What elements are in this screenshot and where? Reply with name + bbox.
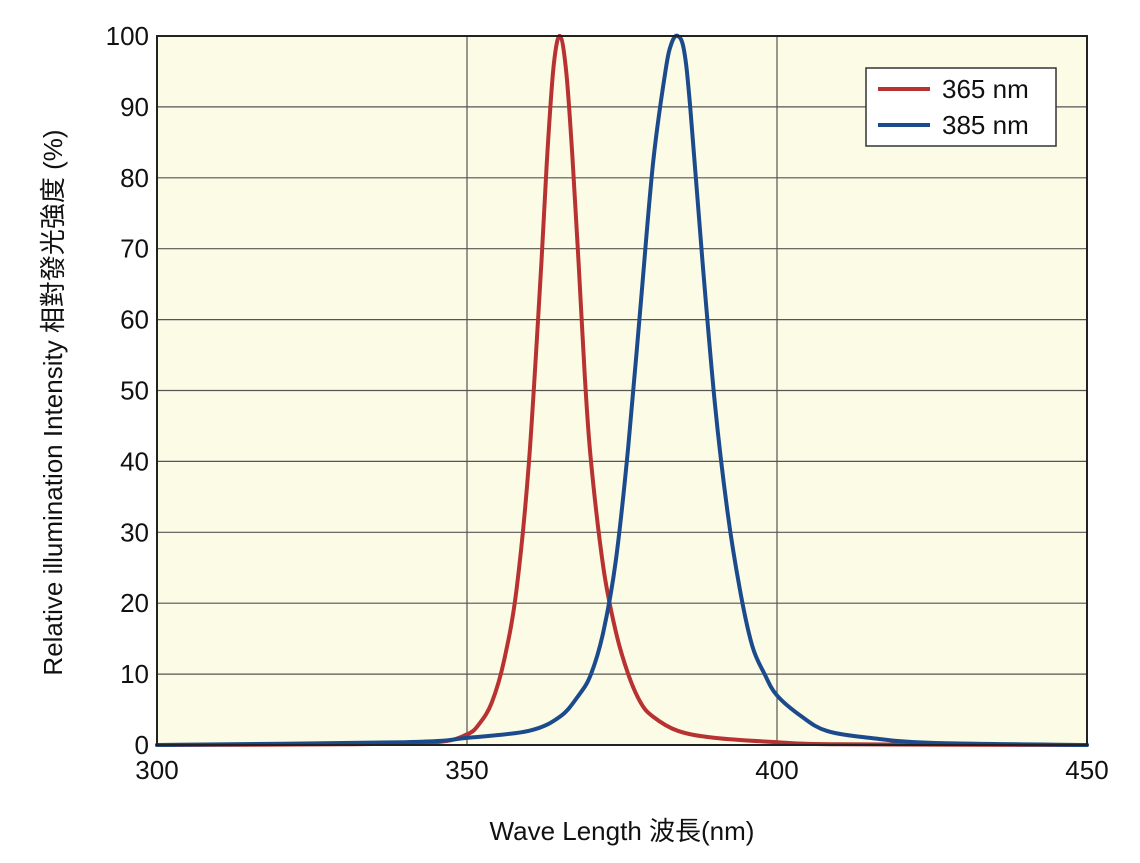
y-tick-label: 0	[135, 730, 149, 760]
y-tick-label: 90	[120, 92, 149, 122]
y-tick-label: 70	[120, 234, 149, 264]
legend-box	[865, 67, 1057, 147]
y-tick-label: 40	[120, 446, 149, 476]
y-tick-label: 100	[106, 21, 149, 51]
x-tick-label: 400	[755, 755, 798, 785]
x-tick-labels: 300 350 400 450	[135, 755, 1108, 785]
y-tick-label: 60	[120, 305, 149, 335]
x-tick-label: 300	[135, 755, 178, 785]
y-tick-label: 30	[120, 517, 149, 547]
x-tick-label: 450	[1065, 755, 1108, 785]
x-tick-label: 350	[445, 755, 488, 785]
y-tick-label: 80	[120, 163, 149, 193]
series-line-365-nm	[155, 33, 1089, 747]
plot-frame	[156, 35, 1088, 746]
y-axis-label: Relative illumination Intensity 相對發光強度 (…	[38, 129, 68, 675]
legend-entry: 365 nm	[942, 74, 1029, 104]
legend: 365 nm 385 nm	[865, 67, 1057, 147]
y-tick-label: 10	[120, 659, 149, 689]
legend-entry: 385 nm	[942, 110, 1029, 140]
x-axis-label: Wave Length 波長(nm)	[490, 816, 755, 846]
y-tick-label: 50	[120, 376, 149, 406]
y-tick-labels: 0 10 20 30 40 50 60 70 80 90 100	[106, 21, 149, 760]
y-tick-label: 20	[120, 588, 149, 618]
